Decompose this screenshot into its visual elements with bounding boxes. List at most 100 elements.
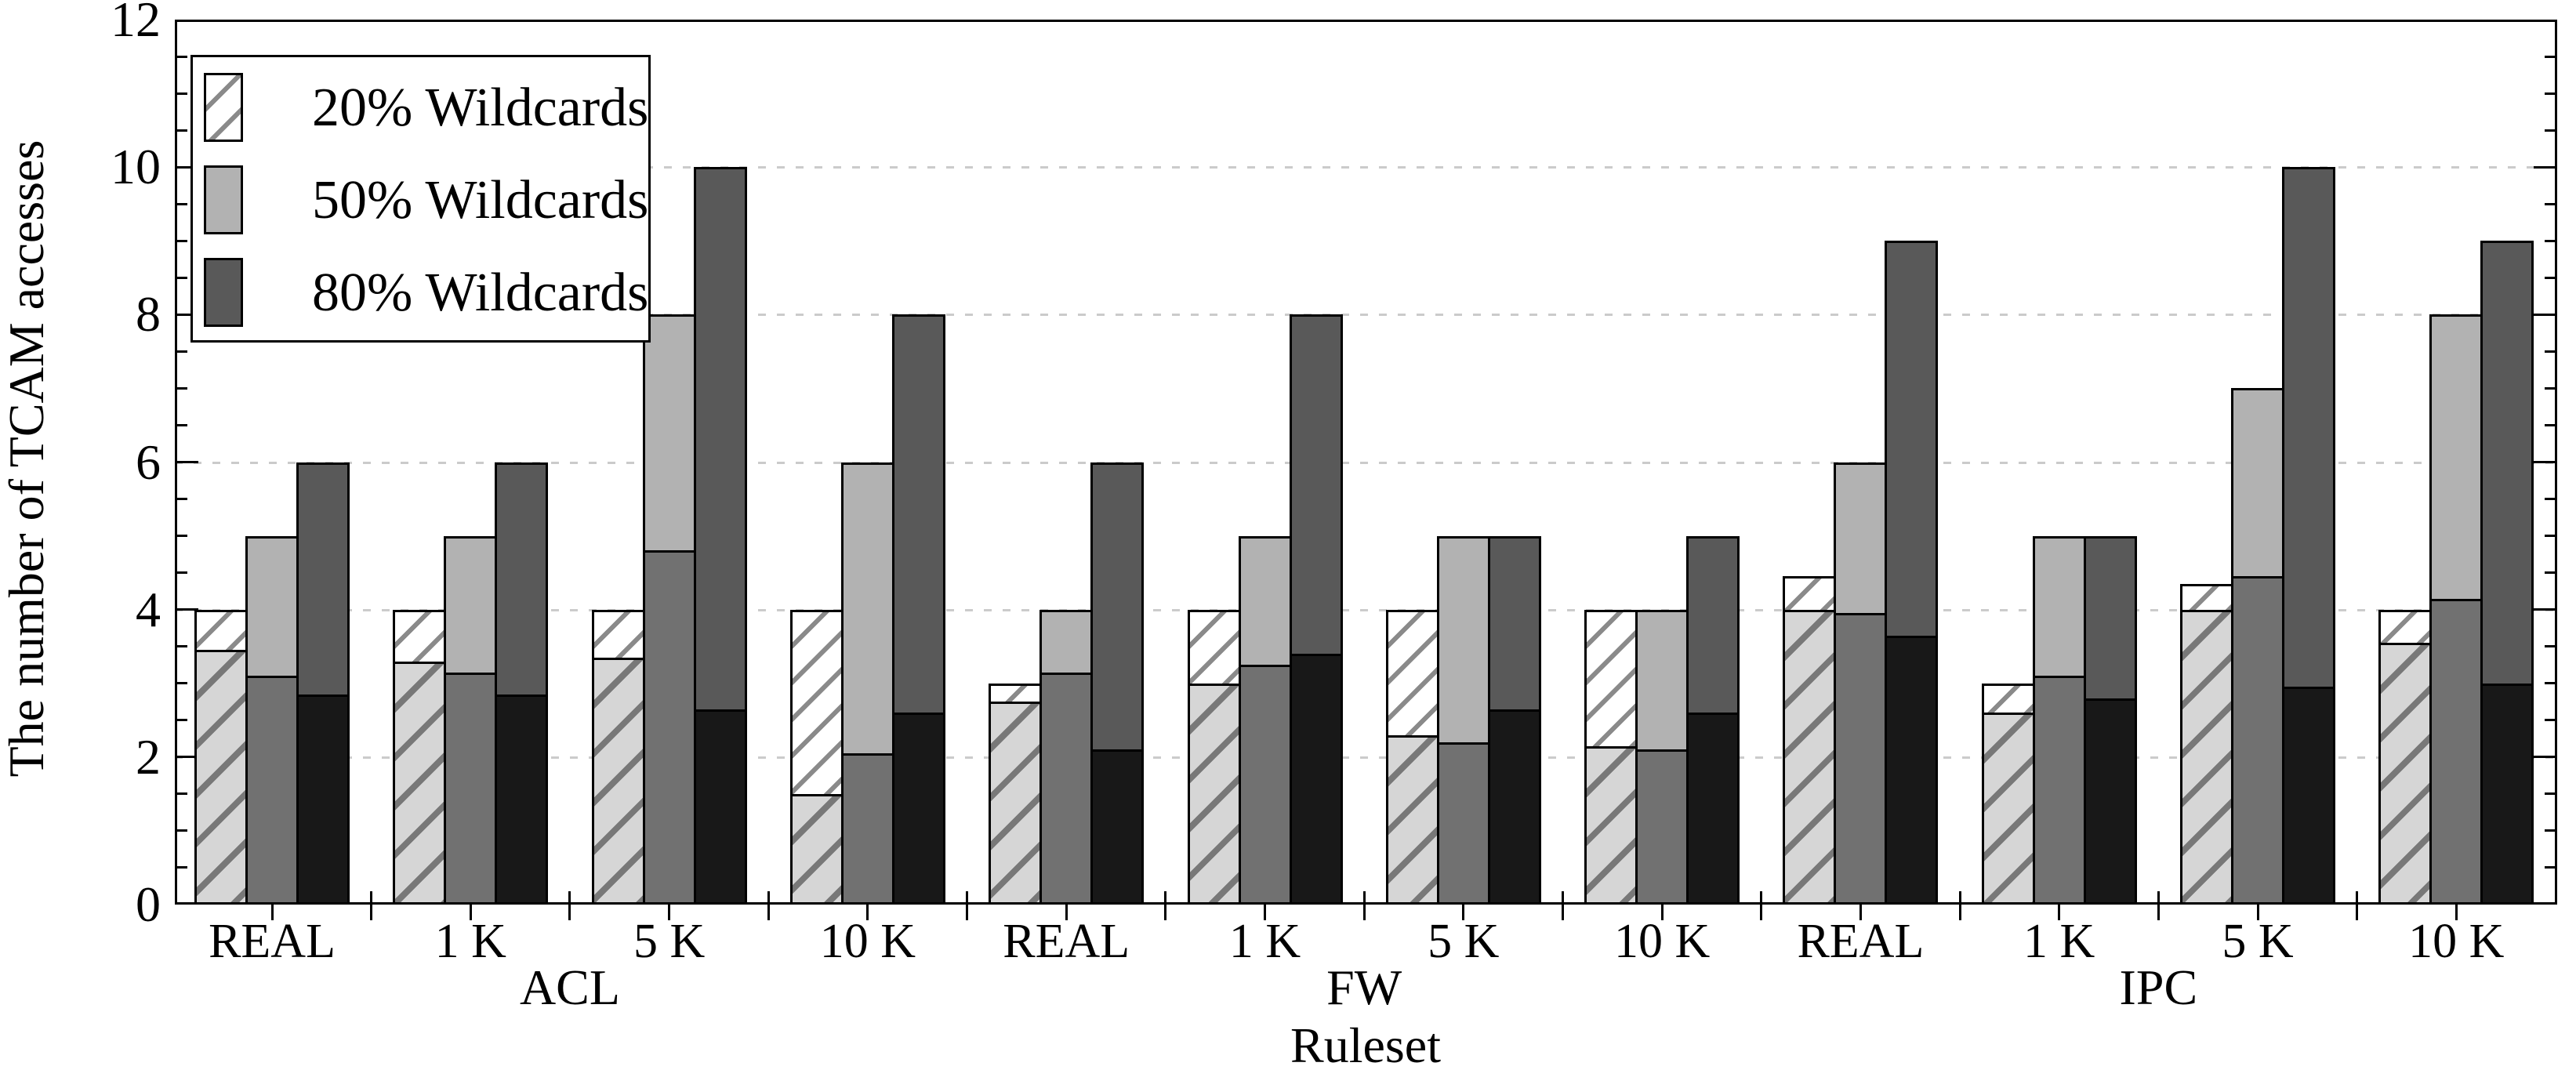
bar-REAL-50% Wildcards-inner <box>1834 613 1888 905</box>
x-category-tick <box>1065 905 1068 920</box>
y-minor-tick <box>2545 350 2557 353</box>
x-gap-tick <box>966 905 969 920</box>
x-gap-tick-inner <box>1561 891 1564 902</box>
gridline <box>175 461 2557 464</box>
bar-1 K-80% Wildcards-inner <box>2083 698 2137 905</box>
x-tick-label-5 K: 5 K <box>1428 915 1500 968</box>
bar-5 K-80% Wildcards-inner <box>1487 709 1541 905</box>
bar-10 K-50% Wildcards-inner <box>2429 598 2483 905</box>
group-label-FW: FW <box>1326 959 1402 1015</box>
y-minor-tick <box>2545 535 2557 538</box>
x-gap-tick <box>1362 905 1366 920</box>
x-category-tick <box>2454 905 2458 920</box>
y-tick-label: 10 <box>111 139 161 195</box>
x-category-tick <box>2256 905 2259 920</box>
x-tick-label-10 K: 10 K <box>1613 915 1711 968</box>
y-minor-tick <box>2545 423 2557 426</box>
x-gap-tick <box>767 905 770 920</box>
x-gap-tick-inner <box>966 891 969 902</box>
bar-5 K-50% Wildcards-inner <box>642 550 696 905</box>
y-minor-tick <box>175 202 187 205</box>
y-minor-tick <box>175 92 187 95</box>
y-minor-tick <box>175 866 187 869</box>
legend-label: 50% Wildcards <box>312 170 649 230</box>
x-gap-tick-inner <box>2356 891 2359 902</box>
bar-REAL-80% Wildcards-inner <box>1090 749 1145 905</box>
y-major-tick <box>2534 461 2557 463</box>
y-minor-tick <box>175 829 187 832</box>
y-minor-tick <box>2545 645 2557 648</box>
bar-REAL-50% Wildcards-inner <box>245 676 299 905</box>
x-tick-label-1 K: 1 K <box>434 915 506 968</box>
y-tick-label: 2 <box>136 728 161 785</box>
y-minor-tick <box>2545 276 2557 279</box>
bar-5 K-20% Wildcards-inner <box>591 657 645 905</box>
y-minor-tick <box>175 55 187 58</box>
bar-10 K-20% Wildcards-inner <box>1584 745 1638 905</box>
bar-5 K-80% Wildcards-inner <box>2282 687 2335 905</box>
y-minor-tick <box>2545 571 2557 575</box>
group-label-ACL: ACL <box>519 959 620 1015</box>
y-minor-tick <box>2545 55 2557 58</box>
x-category-tick <box>469 905 472 920</box>
bar-1 K-20% Wildcards-inner <box>393 661 447 905</box>
y-minor-tick <box>2545 866 2557 869</box>
x-tick-label-10 K: 10 K <box>819 915 916 968</box>
bar-REAL-80% Wildcards-inner <box>296 694 350 905</box>
y-tick-label: 12 <box>111 0 161 47</box>
legend: 20% Wildcards 50% Wildcards 80% Wildcards <box>190 55 651 343</box>
legend-swatch-icon <box>204 73 243 142</box>
y-tick-label: 8 <box>136 286 161 343</box>
legend-row: 80% Wildcards <box>193 247 648 339</box>
y-minor-tick <box>2545 92 2557 95</box>
x-gap-tick-inner <box>370 891 373 902</box>
y-major-tick <box>175 461 198 463</box>
bar-1 K-80% Wildcards-inner <box>1289 654 1343 905</box>
bar-REAL-20% Wildcards-inner <box>989 702 1043 905</box>
y-minor-tick <box>175 719 187 722</box>
x-category-tick <box>1264 905 1266 920</box>
x-tick-label-REAL: REAL <box>209 915 336 968</box>
x-gap-tick <box>1164 905 1167 920</box>
x-category-tick <box>1859 905 1862 920</box>
x-gap-tick <box>1561 905 1564 920</box>
bar-REAL-50% Wildcards-inner <box>1039 672 1094 905</box>
y-minor-tick <box>2545 386 2557 390</box>
y-minor-tick <box>2545 682 2557 685</box>
legend-row: 50% Wildcards <box>193 154 648 247</box>
bar-1 K-50% Wildcards-inner <box>2032 676 2086 905</box>
y-major-tick <box>2534 608 2557 611</box>
y-major-tick <box>2534 313 2557 316</box>
x-category-tick <box>1462 905 1465 920</box>
bar-1 K-50% Wildcards-inner <box>1238 665 1292 905</box>
y-minor-tick <box>175 423 187 426</box>
y-minor-tick <box>175 792 187 796</box>
y-minor-tick <box>175 350 187 353</box>
x-tick-label-1 K: 1 K <box>1228 915 1301 968</box>
x-gap-tick <box>2356 905 2359 920</box>
y-minor-tick <box>2545 129 2557 132</box>
x-gap-tick-inner <box>1958 891 1961 902</box>
x-gap-tick-inner <box>568 891 571 902</box>
x-gap-tick-inner <box>1760 891 1763 902</box>
x-gap-tick-inner <box>767 891 770 902</box>
bar-10 K-80% Wildcards-inner <box>2480 683 2534 905</box>
x-tick-label-5 K: 5 K <box>2222 915 2294 968</box>
x-category-tick <box>866 905 869 920</box>
y-major-tick <box>175 313 198 316</box>
y-minor-tick <box>175 682 187 685</box>
x-gap-tick <box>568 905 571 920</box>
y-minor-tick <box>2545 498 2557 501</box>
x-gap-tick-inner <box>1164 891 1167 902</box>
x-gap-tick <box>370 905 373 920</box>
bar-REAL-80% Wildcards-inner <box>1885 635 1939 905</box>
x-gap-tick-inner <box>2157 891 2160 902</box>
y-minor-tick <box>175 498 187 501</box>
x-tick-label-REAL: REAL <box>1003 915 1130 968</box>
y-minor-tick <box>175 571 187 575</box>
gridline <box>175 314 2557 317</box>
y-major-tick <box>2534 756 2557 759</box>
x-gap-tick <box>1958 905 1961 920</box>
legend-label: 80% Wildcards <box>312 263 649 323</box>
x-gap-tick <box>1760 905 1763 920</box>
